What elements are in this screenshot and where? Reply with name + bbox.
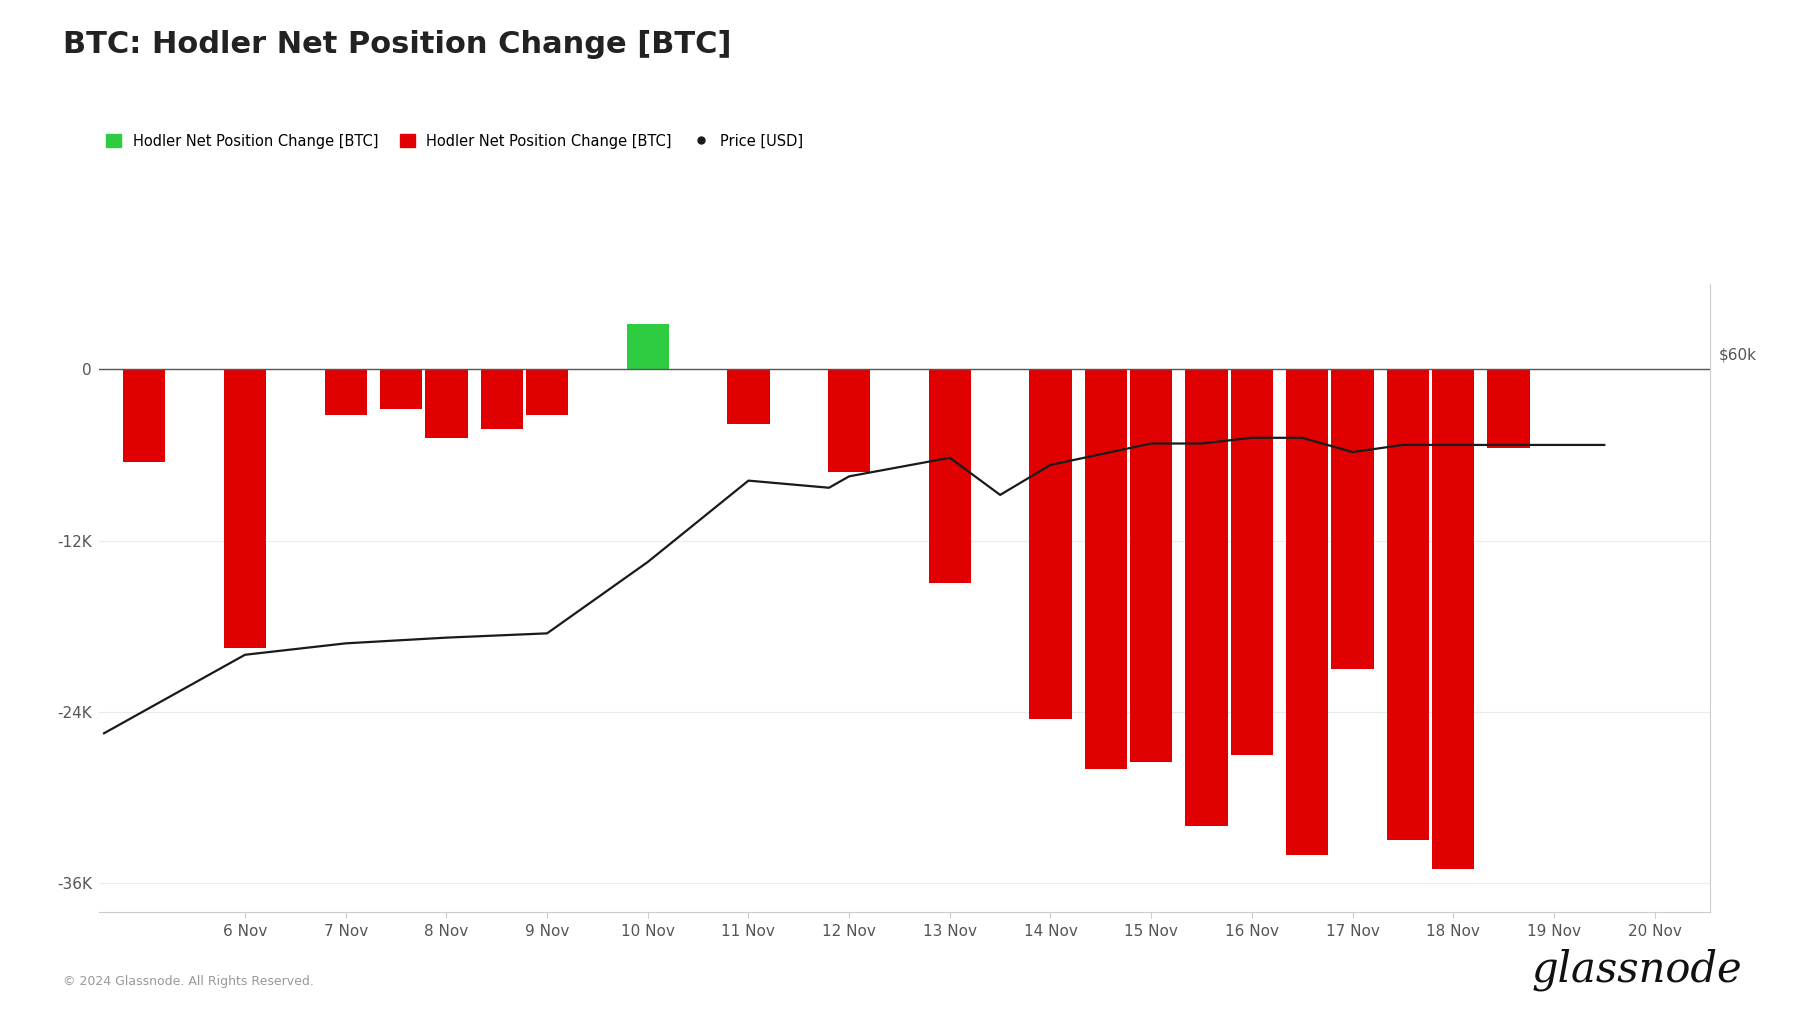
Bar	[223, 370, 266, 647]
Bar	[626, 323, 670, 370]
Bar	[1030, 370, 1071, 719]
Legend: Hodler Net Position Change [BTC], Hodler Net Position Change [BTC], Price [USD]: Hodler Net Position Change [BTC], Hodler…	[106, 134, 803, 149]
Bar	[1287, 370, 1328, 855]
Bar	[122, 370, 166, 462]
Bar	[1231, 370, 1273, 755]
Bar	[526, 370, 569, 415]
Bar	[1386, 370, 1429, 841]
Bar	[727, 370, 770, 423]
Bar	[1433, 370, 1474, 869]
Text: © 2024 Glassnode. All Rights Reserved.: © 2024 Glassnode. All Rights Reserved.	[63, 975, 313, 988]
Bar	[380, 370, 423, 409]
Bar	[1487, 370, 1530, 448]
Bar	[324, 370, 367, 415]
Bar	[425, 370, 468, 438]
Text: glassnode: glassnode	[1532, 948, 1742, 991]
Bar	[1085, 370, 1127, 769]
Bar	[929, 370, 970, 583]
Bar	[481, 370, 522, 430]
Text: $60k: $60k	[1719, 347, 1757, 363]
Bar	[1130, 370, 1172, 762]
Text: BTC: Hodler Net Position Change [BTC]: BTC: Hodler Net Position Change [BTC]	[63, 30, 731, 60]
Bar	[1186, 370, 1228, 826]
Bar	[828, 370, 869, 472]
Bar	[1332, 370, 1373, 669]
